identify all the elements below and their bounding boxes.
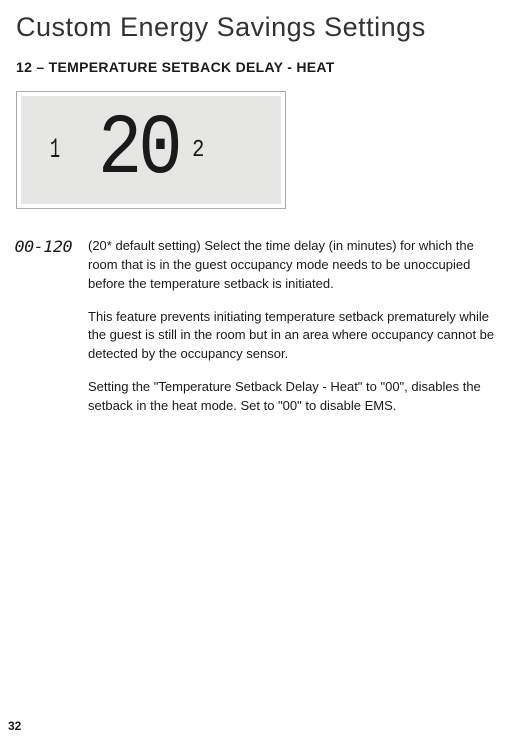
- setting-content-row: 00-120 (20* default setting) Select the …: [0, 209, 519, 430]
- section-heading: 12 – TEMPERATURE SETBACK DELAY - HEAT: [0, 51, 519, 85]
- description-para-2: This feature prevents initiating tempera…: [88, 308, 495, 365]
- description-para-3: Setting the "Temperature Setback Delay -…: [88, 378, 495, 416]
- description-para-1: (20* default setting) Select the time de…: [88, 237, 495, 294]
- lcd-content: 1 20 2: [17, 113, 285, 187]
- description-block: (20* default setting) Select the time de…: [88, 237, 503, 430]
- lcd-large-digits: 20: [98, 107, 179, 192]
- page-title: Custom Energy Savings Settings: [0, 0, 519, 51]
- range-label: 00-120: [15, 237, 78, 430]
- lcd-small-left-digit: 1: [50, 135, 59, 166]
- lcd-display: 1 20 2: [16, 91, 286, 209]
- page-number: 32: [8, 719, 21, 733]
- lcd-small-right-digit: 2: [192, 137, 204, 164]
